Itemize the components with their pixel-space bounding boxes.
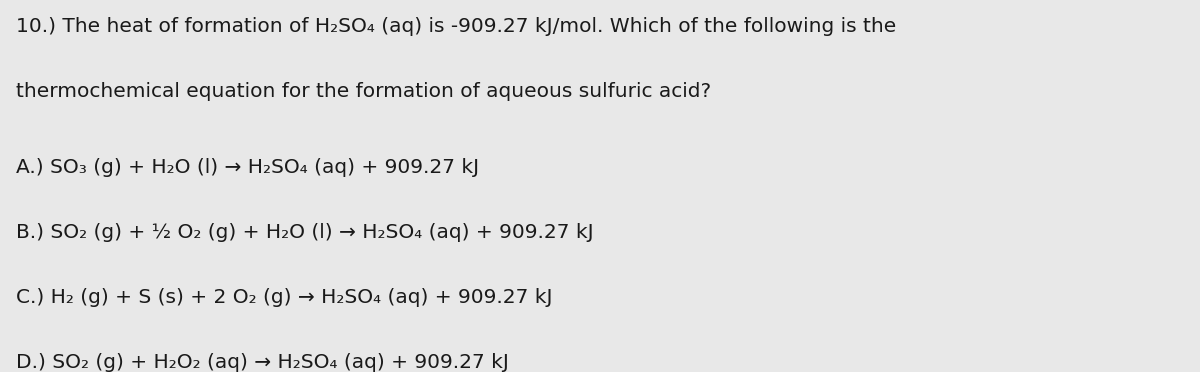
Text: C.) H₂ (g) + S (s) + 2 O₂ (g) → H₂SO₄ (aq) + 909.27 kJ: C.) H₂ (g) + S (s) + 2 O₂ (g) → H₂SO₄ (a… [16, 288, 552, 307]
Text: thermochemical equation for the formation of aqueous sulfuric acid?: thermochemical equation for the formatio… [16, 82, 710, 101]
Text: D.) SO₂ (g) + H₂O₂ (aq) → H₂SO₄ (aq) + 909.27 kJ: D.) SO₂ (g) + H₂O₂ (aq) → H₂SO₄ (aq) + 9… [16, 353, 509, 372]
Text: B.) SO₂ (g) + ½ O₂ (g) + H₂O (l) → H₂SO₄ (aq) + 909.27 kJ: B.) SO₂ (g) + ½ O₂ (g) + H₂O (l) → H₂SO₄… [16, 223, 593, 242]
Text: 10.) The heat of formation of H₂SO₄ (aq) is -909.27 kJ/mol. Which of the followi: 10.) The heat of formation of H₂SO₄ (aq)… [16, 17, 896, 36]
Text: A.) SO₃ (g) + H₂O (l) → H₂SO₄ (aq) + 909.27 kJ: A.) SO₃ (g) + H₂O (l) → H₂SO₄ (aq) + 909… [16, 158, 479, 177]
